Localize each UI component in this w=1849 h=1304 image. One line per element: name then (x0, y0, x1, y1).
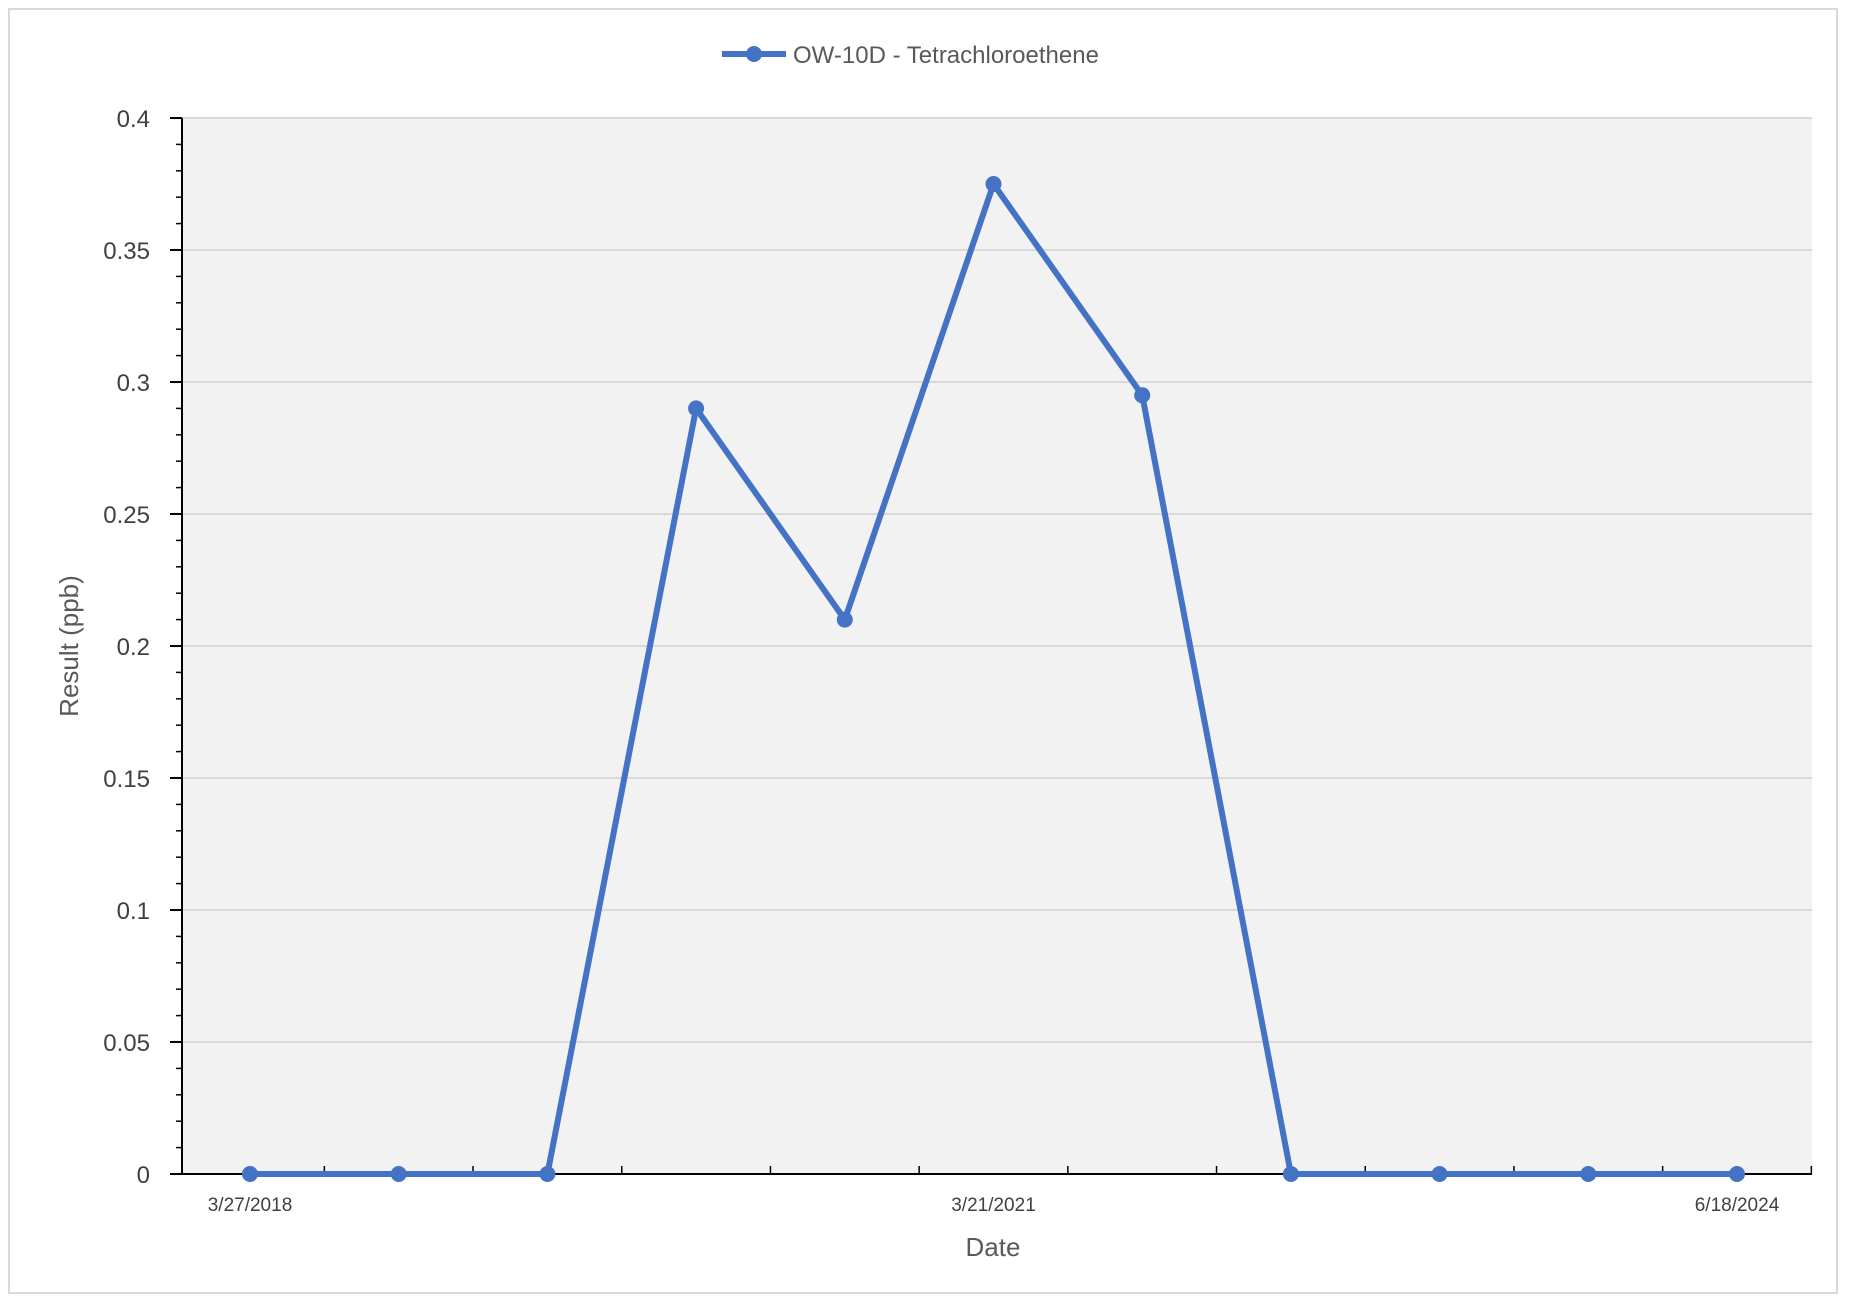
y-axis-tick-labels: 0 0.05 0.1 0.15 0.2 0.25 0.3 0.35 0.4 (103, 106, 150, 1189)
x-tick-label: 3/27/2018 (208, 1195, 293, 1216)
data-point (539, 1166, 556, 1182)
y-axis-title: Result (ppb) (54, 575, 84, 717)
data-point (836, 611, 853, 628)
y-tick-label: 0.1 (117, 898, 150, 925)
data-point (242, 1166, 258, 1182)
y-tick-label: 0.15 (103, 766, 150, 793)
y-tick-label: 0.25 (103, 502, 150, 529)
data-point (1134, 387, 1151, 404)
legend: OW-10D - Tetrachloroethene (722, 42, 1099, 69)
y-tick-label: 0 (137, 1162, 150, 1189)
y-axis-minor-ticks (176, 143, 182, 1149)
x-axis-title: Date (966, 1232, 1021, 1262)
y-tick-label: 0.35 (103, 238, 150, 265)
data-point (985, 176, 1002, 192)
x-tick-label: 3/21/2021 (951, 1195, 1036, 1216)
x-axis-tick-labels: 3/27/2018 3/21/2021 6/18/2024 (208, 1195, 1780, 1216)
data-point (1729, 1166, 1745, 1182)
data-point (390, 1166, 407, 1182)
data-point (1431, 1166, 1448, 1182)
series-group (242, 176, 1745, 1182)
gridlines (182, 117, 1812, 1043)
data-point (1580, 1166, 1597, 1182)
legend-entry-label: OW-10D - Tetrachloroethene (793, 42, 1099, 69)
y-tick-label: 0.3 (117, 370, 150, 397)
y-tick-label: 0.05 (103, 1030, 150, 1057)
x-tick-label: 6/18/2024 (1695, 1195, 1780, 1216)
y-tick-label: 0.4 (117, 106, 150, 133)
y-tick-label: 0.2 (117, 634, 150, 661)
data-point (688, 400, 705, 417)
data-point (1282, 1166, 1299, 1182)
legend-swatch-marker (746, 46, 762, 62)
